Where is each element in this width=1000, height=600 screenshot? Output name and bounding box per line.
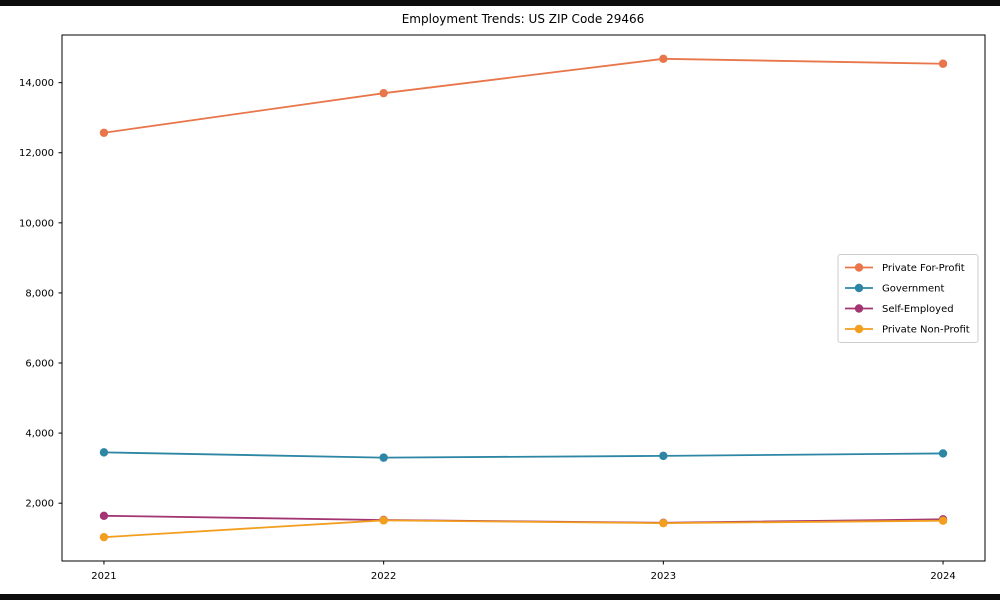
legend-marker (854, 283, 864, 293)
chart-title: Employment Trends: US ZIP Code 29466 (402, 12, 645, 26)
axes-spines (61, 34, 986, 562)
data-point-marker (659, 451, 668, 461)
data-point-marker (659, 54, 668, 64)
legend-label: Self-Employed (882, 304, 954, 315)
x-tick-label: 2021 (91, 571, 116, 582)
y-tick-label: 12,000 (19, 148, 54, 159)
data-point-marker (99, 448, 109, 457)
data-point-marker (938, 59, 948, 68)
y-tick-label: 2,000 (25, 499, 54, 510)
legend-label: Private For-Profit (882, 263, 965, 274)
data-point-marker (938, 516, 948, 525)
letterbox-bar-top (0, 0, 1000, 6)
data-point-marker (938, 449, 948, 458)
data-point-marker (379, 88, 388, 98)
data-point-marker (99, 511, 109, 520)
data-point-marker (99, 532, 109, 542)
series-line (103, 57, 944, 134)
data-point-marker (659, 518, 668, 528)
legend: Private For-Profit Government Self-Employe… (837, 254, 979, 343)
legend-marker (854, 324, 864, 334)
legend-marker (854, 263, 864, 272)
y-tick-label: 6,000 (25, 359, 54, 370)
data-point-marker (99, 128, 109, 137)
series-line (103, 451, 944, 459)
legend-label: Private Non-Profit (882, 325, 970, 336)
x-tick-label: 2022 (371, 571, 396, 582)
x-tick-label: 2024 (930, 571, 955, 582)
series-line (103, 519, 944, 539)
data-point-marker (379, 516, 388, 525)
legend-marker (854, 304, 864, 313)
x-tick-label: 2023 (651, 571, 676, 582)
legend-box (837, 254, 979, 343)
y-tick-label: 10,000 (19, 218, 54, 229)
legend-label: Government (882, 284, 944, 295)
plot-area: 2,000 4,000 6,000 8,000 10,000 12,000 14,000 20… (19, 34, 986, 582)
y-tick-label: 14,000 (19, 78, 54, 89)
letterbox-bar-bottom (0, 594, 1000, 600)
y-tick-label: 4,000 (25, 429, 54, 440)
data-point-marker (379, 453, 388, 462)
y-tick-label: 8,000 (25, 288, 54, 299)
